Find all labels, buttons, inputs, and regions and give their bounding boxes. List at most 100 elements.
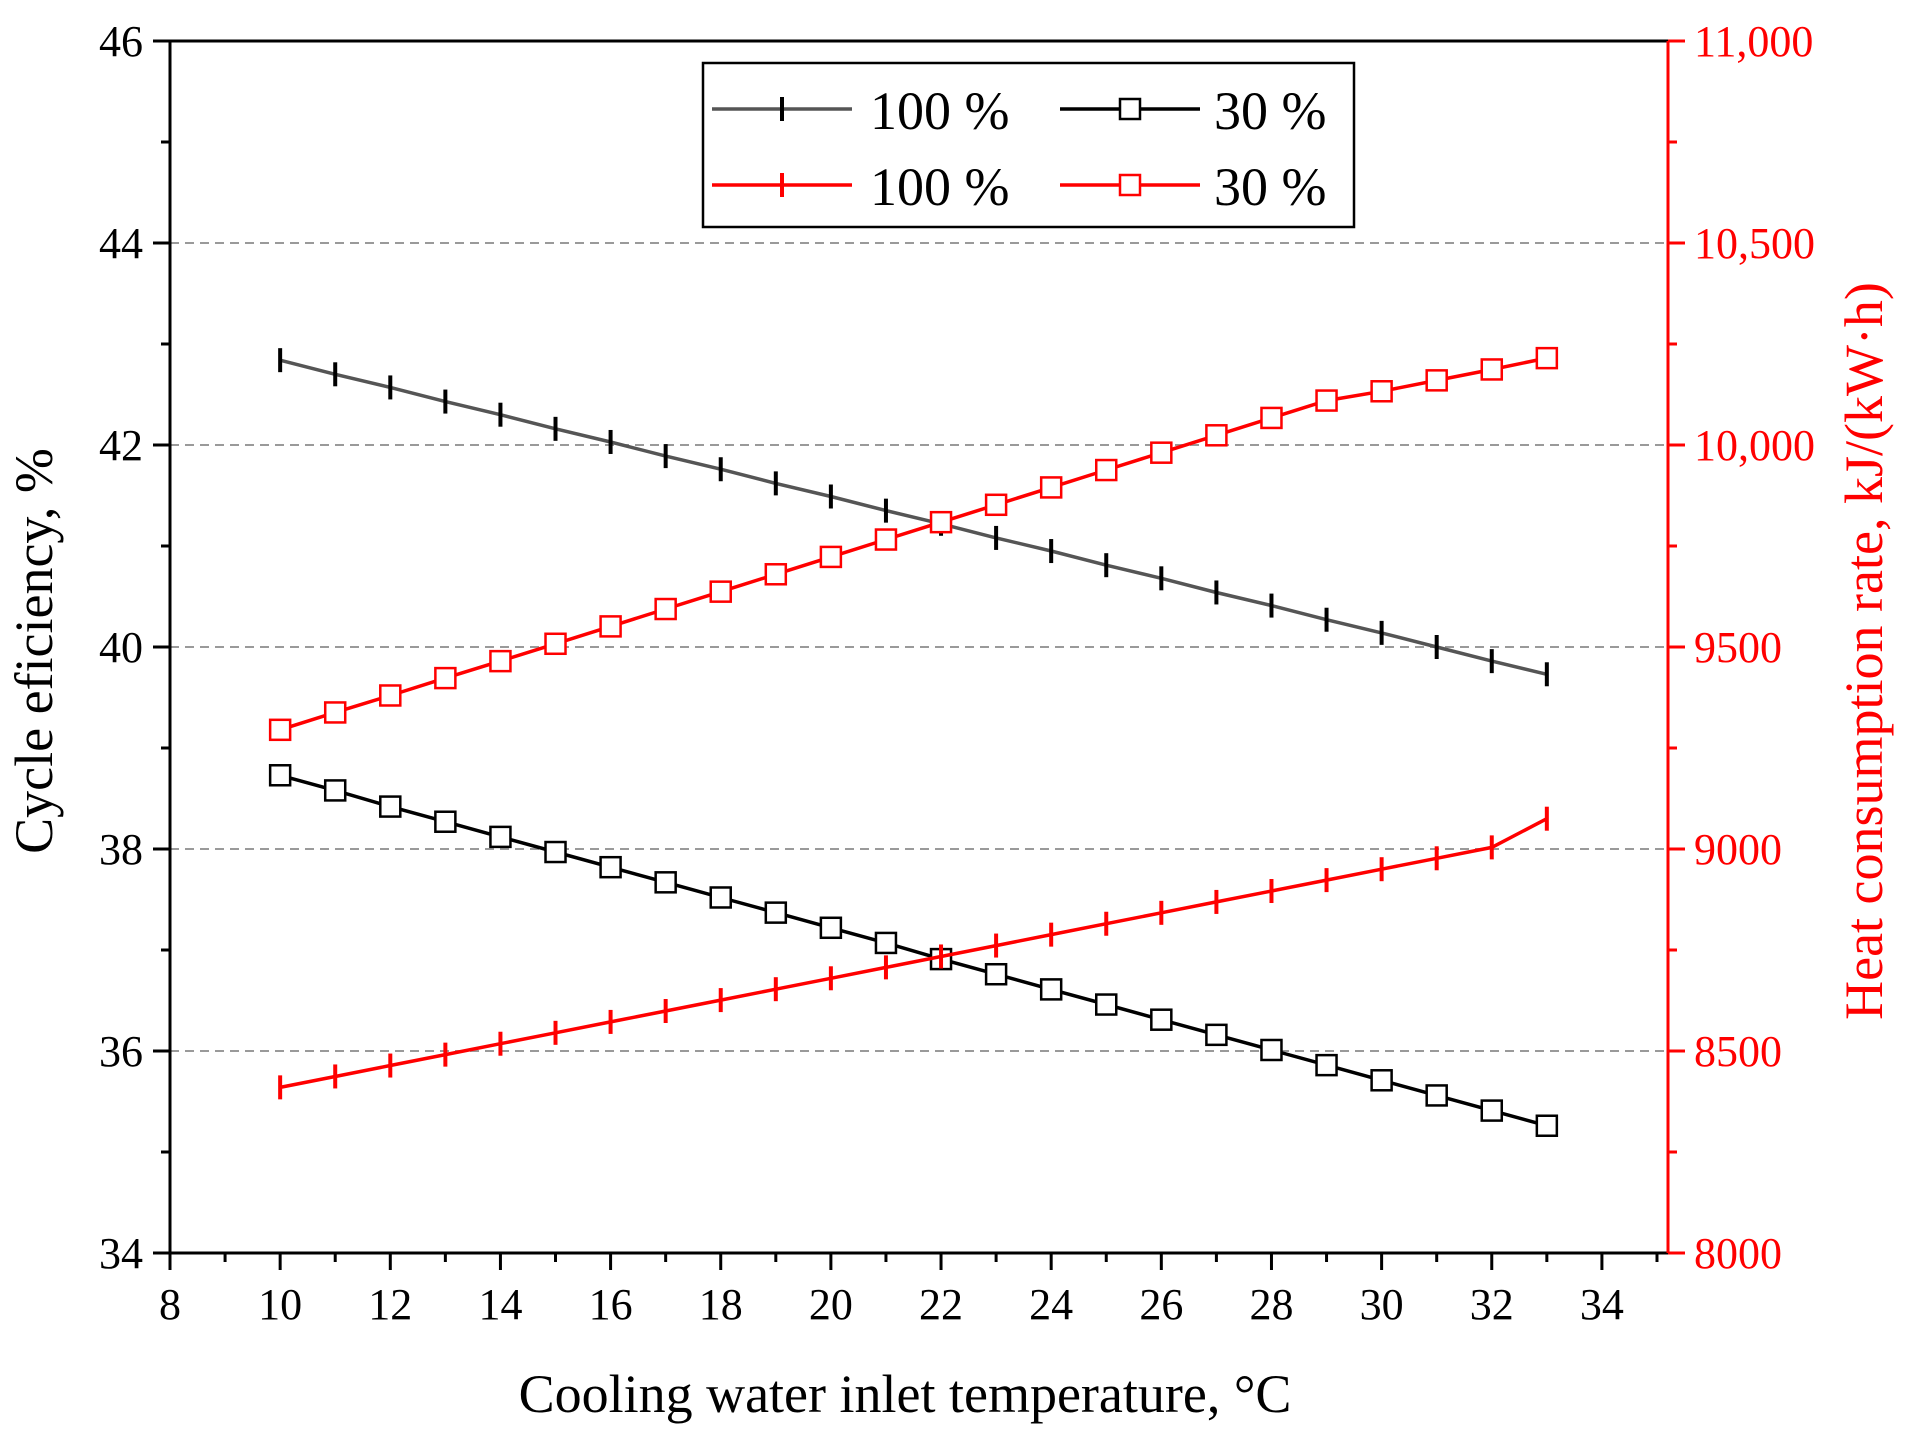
- data-point: [984, 962, 1008, 986]
- series-0: [278, 348, 1549, 687]
- legend-label: 100 %: [870, 157, 1009, 217]
- legend-entry: 100 %: [712, 81, 1009, 141]
- y-right-tick-label: 8500: [1694, 1027, 1782, 1076]
- x-tick-label: 14: [478, 1280, 522, 1329]
- legend-entry: 30 %: [1060, 157, 1326, 217]
- data-point: [654, 597, 677, 621]
- y-left-tick-label: 38: [99, 825, 143, 874]
- legend-label: 100 %: [870, 81, 1009, 141]
- x-tick-label: 8: [159, 1280, 181, 1329]
- data-point: [1535, 346, 1559, 370]
- data-point: [434, 810, 457, 833]
- y-left-tick-label: 44: [99, 219, 143, 268]
- y-right-tick-label: 9000: [1694, 825, 1782, 874]
- data-point: [1150, 441, 1173, 464]
- y-right-tick-label: 8000: [1694, 1229, 1782, 1278]
- y-axis-right-label: Heat consumption rate, kJ/(kW·h): [1834, 282, 1894, 1020]
- data-point: [1315, 1053, 1338, 1077]
- y-left-tick-label: 40: [99, 623, 143, 672]
- y-right-tick-label: 9500: [1694, 623, 1782, 672]
- x-tick-label: 10: [258, 1280, 302, 1329]
- data-point: [323, 779, 347, 802]
- data-point: [819, 545, 843, 569]
- data-point: [709, 580, 732, 603]
- y-left-tick-label: 46: [99, 17, 143, 66]
- data-point: [1425, 1084, 1448, 1107]
- data-point: [1535, 1114, 1559, 1137]
- x-tick-label: 12: [368, 1280, 412, 1329]
- data-point: [764, 563, 788, 586]
- data-point: [544, 632, 567, 656]
- data-point: [268, 718, 292, 742]
- data-point: [1480, 1099, 1504, 1122]
- y-left-tick-label: 36: [99, 1027, 143, 1076]
- data-point: [984, 493, 1008, 517]
- x-tick-label: 30: [1360, 1280, 1404, 1329]
- series-line: [279, 358, 1548, 677]
- x-tick-label: 28: [1249, 1280, 1293, 1329]
- x-tick-label: 18: [699, 1280, 743, 1329]
- y-right-tick-label: 10,500: [1694, 219, 1815, 268]
- x-tick-label: 22: [919, 1280, 963, 1329]
- data-point: [654, 871, 677, 894]
- data-point: [929, 510, 953, 534]
- x-tick-label: 34: [1580, 1280, 1624, 1329]
- data-point: [709, 886, 732, 909]
- y-left-tick-label: 42: [99, 421, 143, 470]
- data-point: [1260, 406, 1283, 430]
- data-point: [544, 840, 567, 864]
- series-3: [268, 346, 1559, 742]
- data-point: [764, 901, 788, 924]
- y-right-tick-label: 11,000: [1694, 17, 1813, 66]
- series-layer: [268, 346, 1559, 1137]
- data-point: [1370, 1069, 1393, 1092]
- y-left-tick-label: 34: [99, 1229, 143, 1278]
- gridlines: [170, 242, 1668, 1052]
- data-point: [1095, 458, 1118, 482]
- series-line: [279, 773, 1548, 1128]
- series-line: [279, 356, 1548, 732]
- data-point: [819, 916, 843, 940]
- data-point: [323, 701, 347, 724]
- legend-marker: [1118, 97, 1142, 121]
- data-point: [434, 666, 457, 690]
- data-point: [1480, 358, 1504, 381]
- y-axis-left-label: Cycle eficiency, %: [4, 448, 64, 854]
- series-line: [279, 817, 1548, 1090]
- x-tick-label: 20: [809, 1280, 853, 1329]
- legend-entry: 30 %: [1060, 81, 1326, 141]
- x-tick-label: 26: [1139, 1280, 1183, 1329]
- data-point: [379, 684, 402, 707]
- data-point: [874, 528, 898, 551]
- data-point: [1260, 1038, 1283, 1062]
- data-point: [1315, 389, 1338, 412]
- legend-box: [701, 61, 1356, 229]
- y-right-tick-label: 10,000: [1694, 421, 1815, 470]
- axes: 8 10 12 14 16 18 20 22 24 26 28 30 32 34 34 36 38 40 42 44 4…: [99, 17, 1815, 1329]
- data-point: [379, 795, 402, 818]
- data-point: [489, 825, 512, 849]
- data-point: [1370, 380, 1393, 403]
- legend-marker: [1118, 173, 1142, 197]
- x-tick-label: 32: [1470, 1280, 1514, 1329]
- data-point: [1039, 476, 1063, 499]
- x-tick-label: 16: [589, 1280, 633, 1329]
- data-point: [1150, 1008, 1173, 1031]
- legend: 100 % 30 % 100 % 30 %: [701, 61, 1356, 229]
- x-tick-label: 24: [1029, 1280, 1073, 1329]
- data-point: [1205, 424, 1228, 447]
- data-point: [1205, 1023, 1228, 1047]
- legend-label: 30 %: [1214, 81, 1326, 141]
- data-point: [599, 615, 622, 638]
- data-point: [599, 855, 622, 879]
- data-point: [268, 764, 292, 787]
- data-point: [1095, 993, 1118, 1016]
- legend-entry: 100 %: [712, 157, 1009, 217]
- data-point: [1039, 978, 1063, 1001]
- data-point: [489, 649, 512, 673]
- x-axis-label: Cooling water inlet temperature, °C: [519, 1364, 1292, 1424]
- data-point: [1425, 369, 1448, 392]
- data-point: [874, 931, 898, 955]
- series-1: [268, 764, 1559, 1137]
